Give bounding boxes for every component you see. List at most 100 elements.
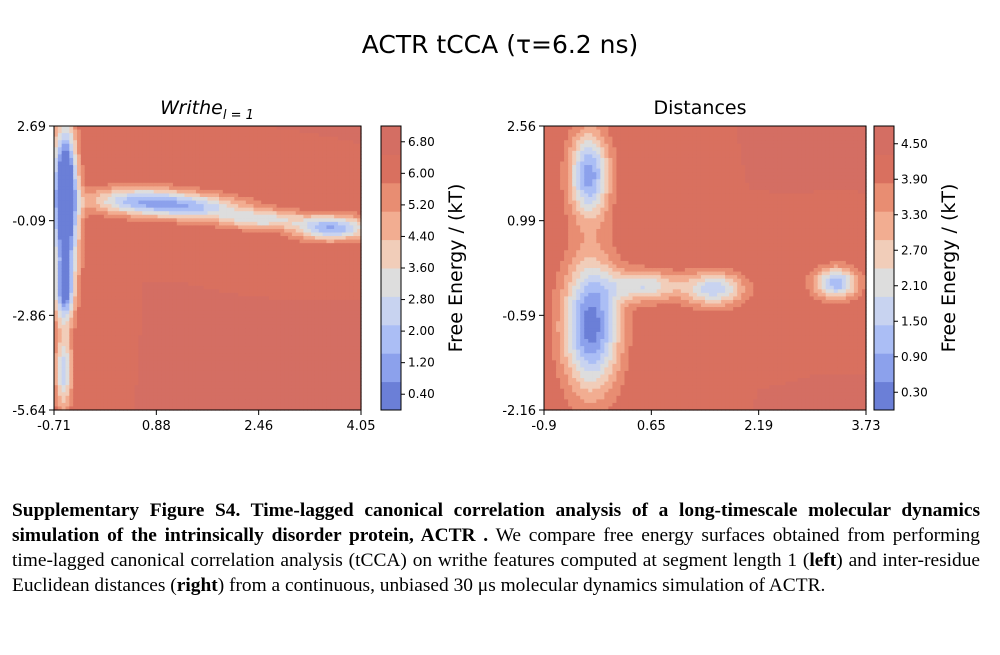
fes-cell	[54, 225, 59, 230]
fes-cell	[126, 356, 132, 361]
fes-cell	[184, 296, 189, 301]
fes-cell	[157, 374, 163, 379]
fes-cell	[207, 211, 212, 216]
fes-cell	[100, 395, 105, 400]
fes-cell	[188, 285, 193, 290]
fes-cell	[100, 367, 105, 372]
fes-cell	[238, 328, 243, 333]
fes-cell	[268, 172, 274, 177]
fes-cell	[272, 299, 278, 305]
fes-cell	[84, 236, 90, 241]
fes-cell	[80, 214, 86, 219]
fes-cell	[242, 150, 247, 155]
fes-cell	[219, 143, 224, 148]
fes-cell	[245, 253, 251, 258]
fes-cell	[115, 133, 120, 138]
fes-cell	[276, 204, 282, 209]
fes-cell	[146, 204, 151, 209]
fes-cell	[257, 200, 262, 205]
fes-cell	[88, 214, 93, 219]
fes-cell	[134, 335, 140, 340]
fes-cell	[284, 324, 289, 329]
fes-cell	[257, 193, 262, 198]
fes-cell	[215, 193, 220, 198]
fes-cell	[138, 143, 143, 148]
fes-cell	[272, 353, 278, 358]
fes-cell	[123, 221, 128, 226]
fes-cell	[242, 402, 247, 408]
fes-cell	[180, 250, 186, 255]
fes-cell	[61, 328, 67, 333]
fes-cell	[219, 317, 224, 322]
fes-cell	[126, 342, 132, 347]
fes-cell	[257, 197, 262, 202]
fes-cell	[103, 264, 109, 269]
fes-cell	[280, 129, 285, 134]
fes-cell	[172, 331, 178, 337]
fes-cell	[276, 143, 282, 148]
fes-cell	[245, 154, 251, 159]
fes-cell	[257, 367, 262, 372]
fes-cell	[96, 218, 101, 223]
fes-cell	[261, 264, 266, 269]
fes-cell	[119, 378, 124, 383]
fes-cell	[61, 182, 67, 187]
fes-cell	[180, 374, 186, 379]
fes-cell	[73, 399, 78, 404]
fes-cell	[265, 147, 270, 152]
fes-cell	[169, 136, 174, 141]
fes-cell	[54, 129, 59, 134]
fes-cell	[195, 189, 201, 195]
fes-cell	[142, 257, 147, 262]
fes-cell	[176, 328, 182, 333]
fes-cell	[272, 154, 278, 159]
fes-cell	[176, 143, 182, 148]
fes-cell	[291, 221, 297, 226]
fes-cell	[123, 165, 128, 170]
fes-cell	[77, 335, 82, 340]
fes-cell	[284, 310, 289, 315]
fes-cell	[61, 260, 67, 266]
fes-cell	[65, 157, 70, 163]
fes-cell	[180, 136, 186, 141]
fes-cell	[257, 282, 262, 287]
fes-cell	[203, 402, 209, 408]
fes-cell	[161, 193, 166, 198]
fes-cell	[272, 243, 278, 248]
fes-cell	[146, 395, 151, 400]
fes-cell	[169, 225, 174, 230]
fes-cell	[207, 271, 212, 276]
fes-cell	[80, 310, 86, 315]
fes-cell	[219, 200, 224, 205]
fes-cell	[134, 339, 140, 344]
fes-cell	[142, 339, 147, 344]
fes-cell	[257, 296, 262, 301]
fes-cell	[199, 168, 205, 173]
fes-cell	[161, 360, 166, 365]
fes-cell	[126, 303, 132, 308]
fes-cell	[245, 182, 251, 187]
fes-cell	[219, 346, 224, 351]
fes-cell	[61, 246, 67, 251]
fes-cell	[261, 399, 266, 404]
fes-cell	[57, 275, 63, 280]
fes-cell	[126, 172, 132, 177]
fes-cell	[188, 236, 193, 241]
fes-cell	[207, 175, 212, 180]
fes-cell	[57, 360, 63, 365]
fes-cell	[230, 374, 235, 379]
fes-cell	[146, 363, 151, 368]
fes-cell	[80, 161, 86, 166]
fes-cell	[238, 165, 243, 170]
fes-cell	[153, 214, 159, 219]
fes-cell	[149, 307, 155, 312]
fes-cell	[261, 299, 266, 305]
fes-cell	[238, 278, 243, 283]
fes-cell	[149, 399, 155, 404]
fes-cell	[61, 232, 67, 237]
fes-cell	[134, 367, 140, 372]
fes-cell	[123, 218, 128, 223]
fes-cell	[115, 239, 120, 244]
fes-cell	[149, 172, 155, 177]
fes-cell	[161, 321, 166, 326]
